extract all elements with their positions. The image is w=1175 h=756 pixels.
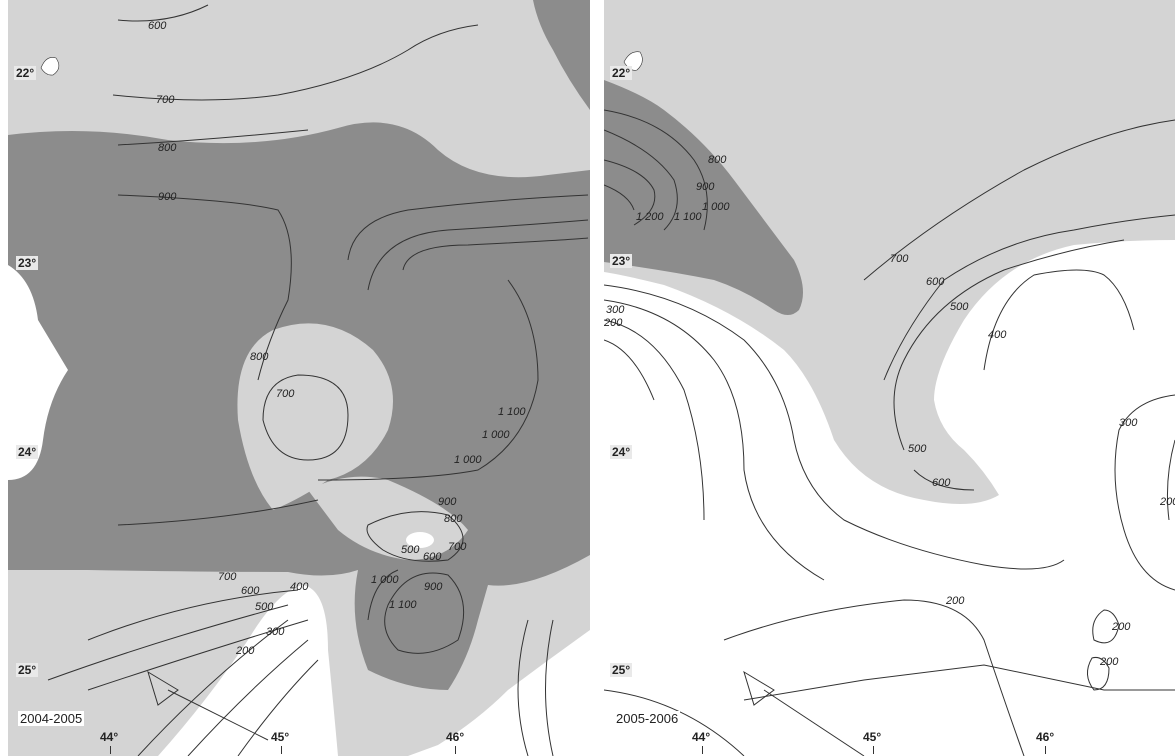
contour-label: 400 xyxy=(290,581,309,593)
contour-label: 1 000 xyxy=(702,201,730,213)
contour-label: 900 xyxy=(438,496,457,508)
contour-map-2004-2005: 600 700 800 900 800 700 1 100 1 000 1 00… xyxy=(8,0,590,756)
contour-label: 800 xyxy=(708,154,727,166)
latitude-label-23: 23° xyxy=(16,256,39,270)
white-hole xyxy=(406,532,434,548)
contour-lines xyxy=(604,109,1175,756)
longitude-tick xyxy=(281,746,282,754)
contour-lines xyxy=(47,4,589,756)
contour-label: 700 xyxy=(448,541,467,553)
contour-label: 200 xyxy=(235,645,255,657)
longitude-tick xyxy=(1045,746,1046,754)
contour-label: 800 xyxy=(158,142,177,154)
contour-label: 900 xyxy=(696,181,715,193)
latitude-label-22: 22° xyxy=(610,66,633,80)
contour-label: 1 100 xyxy=(498,406,526,418)
contour-label: 600 xyxy=(423,551,442,563)
latitude-label-24: 24° xyxy=(16,445,39,459)
contour-label: 1 200 xyxy=(636,211,664,223)
contour-label: 500 xyxy=(401,544,420,556)
contour-map-2005-2006: 800 900 1 000 1 100 1 200 700 600 500 40… xyxy=(604,0,1175,756)
longitude-tick xyxy=(873,746,874,754)
latitude-label-25: 25° xyxy=(16,663,39,677)
longitude-label-45: 45° xyxy=(863,730,882,744)
period-label: 2005-2006 xyxy=(614,711,681,726)
longitude-label-44: 44° xyxy=(692,730,711,744)
contour-label: 700 xyxy=(276,388,295,400)
contour-label-group: 600 700 800 900 800 700 1 100 1 000 1 00… xyxy=(148,20,526,657)
longitude-tick xyxy=(110,746,111,754)
contour-label: 300 xyxy=(266,626,285,638)
contour-label: 500 xyxy=(255,601,274,613)
contour-label: 600 xyxy=(241,585,260,597)
contour-label: 700 xyxy=(218,571,237,583)
contour-label: 500 xyxy=(908,443,927,455)
map-panel-2005-2006: 800 900 1 000 1 100 1 200 700 600 500 40… xyxy=(604,0,1175,756)
map-panel-2004-2005: 600 700 800 900 800 700 1 100 1 000 1 00… xyxy=(8,0,590,756)
light-island xyxy=(237,323,393,510)
latitude-label-22: 22° xyxy=(14,66,37,80)
contour-label: 1 000 xyxy=(454,454,482,466)
contour-label: 700 xyxy=(890,253,909,265)
dark-zone xyxy=(604,80,803,315)
contour-label: 1 000 xyxy=(482,429,510,441)
dark-zone-corner xyxy=(533,0,590,110)
contour-label: 200 xyxy=(945,595,965,607)
period-label: 2004-2005 xyxy=(18,711,85,726)
west-coast-land xyxy=(8,265,68,480)
light-zone xyxy=(604,0,1175,504)
contour-label: 1 000 xyxy=(371,574,399,586)
contour-label: 400 xyxy=(988,329,1007,341)
contour-label: 200 xyxy=(1159,496,1175,508)
contour-label: 700 xyxy=(156,94,175,106)
contour-label: 1 100 xyxy=(389,599,417,611)
contour-label: 800 xyxy=(250,351,269,363)
contour-label: 600 xyxy=(926,276,945,288)
longitude-label-45: 45° xyxy=(271,730,290,744)
contour-label: 300 xyxy=(1119,417,1138,429)
longitude-tick xyxy=(455,746,456,754)
contour-label: 500 xyxy=(950,301,969,313)
latitude-label-23: 23° xyxy=(610,254,633,268)
contour-label: 300 xyxy=(606,304,625,316)
longitude-label-46: 46° xyxy=(446,730,465,744)
island xyxy=(40,57,60,76)
latitude-label-25: 25° xyxy=(610,663,633,677)
contour-label: 600 xyxy=(148,20,167,32)
longitude-label-44: 44° xyxy=(100,730,119,744)
longitude-label-46: 46° xyxy=(1036,730,1055,744)
contour-label: 900 xyxy=(424,581,443,593)
contour-label: 200 xyxy=(1099,656,1119,668)
contour-label: 600 xyxy=(932,477,951,489)
longitude-tick xyxy=(702,746,703,754)
contour-label: 200 xyxy=(604,317,623,329)
white-zone-south xyxy=(158,585,338,756)
contour-label: 200 xyxy=(1111,621,1131,633)
contour-label: 800 xyxy=(444,513,463,525)
contour-label: 1 100 xyxy=(674,211,702,223)
contour-label-group: 800 900 1 000 1 100 1 200 700 600 500 40… xyxy=(604,154,1175,668)
contour-label: 900 xyxy=(158,191,177,203)
latitude-label-24: 24° xyxy=(610,445,633,459)
